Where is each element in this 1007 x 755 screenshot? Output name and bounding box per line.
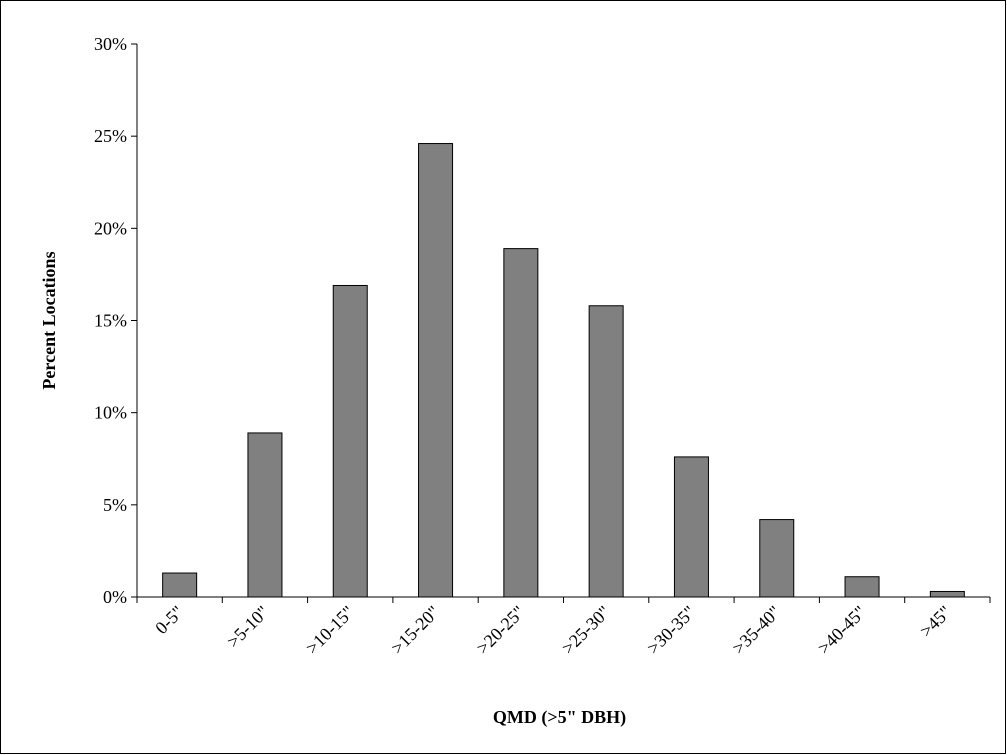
bar: [418, 143, 454, 598]
bar: [332, 284, 368, 598]
y-tick-label: 20%: [94, 218, 127, 238]
x-axis-title: QMD (>5" DBH): [493, 707, 626, 728]
y-tick-label: 30%: [94, 34, 127, 54]
bar: [503, 248, 539, 598]
y-axis-title: Percent Locations: [39, 251, 59, 389]
bar: [844, 576, 880, 598]
y-tick-label: 5%: [103, 495, 127, 515]
y-tick-label: 0%: [103, 587, 127, 607]
bar: [247, 432, 283, 598]
bar: [588, 305, 624, 598]
y-tick-label: 10%: [94, 403, 127, 423]
y-tick-label: 25%: [94, 126, 127, 146]
y-axis: 0% 5% 10% 15% 20% 25% 30%: [94, 34, 138, 607]
y-tick-label: 15%: [94, 311, 127, 331]
bar: [162, 572, 198, 598]
bar: [929, 590, 965, 598]
bar: [673, 456, 709, 598]
bar: [759, 519, 795, 598]
bar-series: [162, 143, 965, 598]
